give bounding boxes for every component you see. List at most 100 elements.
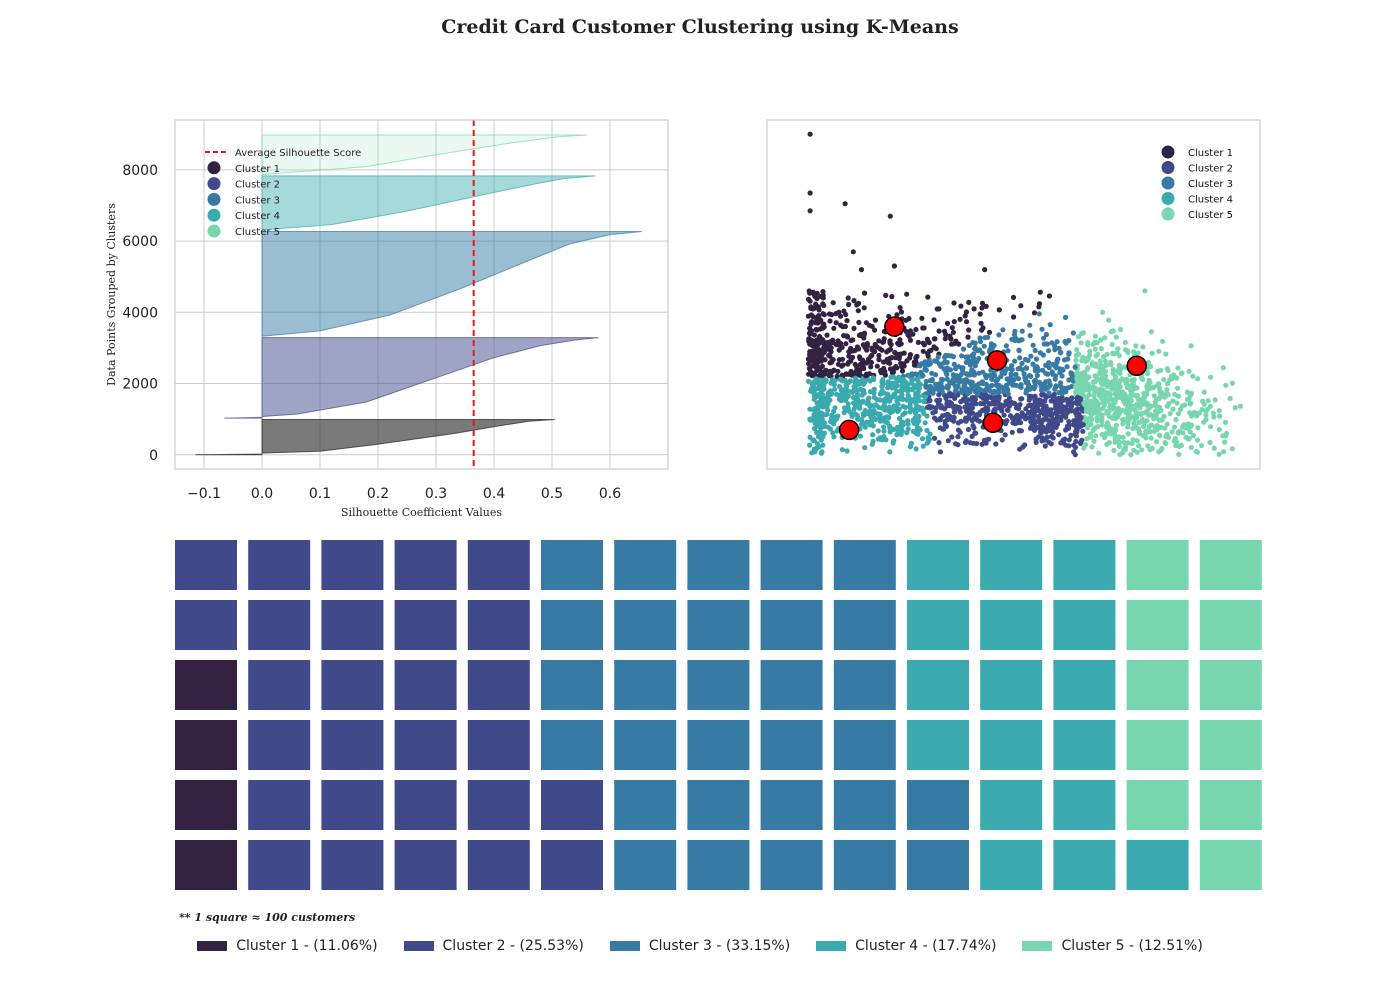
waffle-square (833, 600, 896, 650)
scatter-point (1053, 418, 1059, 424)
scatter-point (812, 320, 819, 326)
scatter-point (881, 365, 887, 372)
scatter-point (899, 385, 905, 391)
scatter-point (1124, 348, 1130, 354)
scatter-point (876, 338, 882, 344)
scatter-point (889, 408, 896, 415)
scatter-point (867, 402, 873, 408)
scatter-point (924, 427, 930, 433)
scatter-point (911, 407, 917, 413)
scatter-point (1108, 382, 1115, 388)
scatter-point (1188, 422, 1194, 428)
scatter-point (1132, 393, 1138, 399)
waffle-square (1126, 780, 1189, 830)
waffle-square (248, 540, 311, 590)
scatter-point (846, 379, 852, 386)
scatter-point (1012, 358, 1018, 364)
scatter-point (816, 314, 822, 320)
scatter-point (891, 438, 897, 444)
waffle-square (321, 660, 384, 710)
scatter-point (1160, 338, 1166, 344)
scatter-point (1190, 373, 1196, 379)
scatter-point (1074, 406, 1080, 413)
scatter-point (1074, 371, 1080, 377)
scatter-point (1143, 428, 1149, 434)
scatter-point (1032, 425, 1038, 431)
waffle-square (541, 780, 603, 830)
scatter-point (1144, 384, 1150, 390)
scatter-point (876, 404, 882, 410)
scatter-point (934, 397, 940, 404)
scatter-point (1039, 326, 1045, 332)
scatter-point (896, 342, 902, 348)
scatter-point (1131, 424, 1138, 430)
scatter-point (1026, 409, 1032, 415)
scatter-point (1164, 431, 1170, 437)
scatter-point (1211, 445, 1217, 451)
scatter-point (933, 405, 939, 411)
scatter-point (884, 356, 890, 362)
scatter-point (1078, 439, 1084, 445)
scatter-point (1175, 411, 1181, 417)
scatter-point (972, 363, 979, 369)
scatter-point (965, 334, 971, 340)
scatter-point (1223, 382, 1229, 388)
scatter-point (1068, 432, 1074, 438)
scatter-point (856, 346, 862, 352)
scatter-point (1084, 366, 1091, 372)
scatter-point (904, 430, 910, 436)
scatter-point (914, 415, 921, 421)
scatter-point (1099, 415, 1105, 422)
scatter-point (955, 420, 962, 426)
waffle-square (541, 840, 603, 890)
scatter-point (811, 332, 818, 338)
scatter-point (872, 317, 879, 323)
scatter-point (1108, 396, 1114, 402)
scatter-point (871, 411, 877, 417)
scatter-point (885, 381, 891, 387)
scatter-point (914, 427, 921, 433)
scatter-point (938, 403, 944, 409)
scatter-point (1059, 373, 1065, 379)
scatter-point (1113, 437, 1119, 443)
scatter-point (814, 405, 820, 411)
scatter-point (880, 339, 887, 345)
scatter-point (1071, 449, 1077, 455)
scatter-point (877, 418, 884, 424)
scatter-point (1068, 396, 1074, 402)
scatter-point (1163, 351, 1169, 357)
scatter-point (1169, 429, 1175, 435)
scatter-point (1092, 379, 1098, 385)
scatter-point (1030, 342, 1036, 348)
scatter-point (1130, 384, 1136, 390)
x-tick-label: 0.3 (425, 486, 447, 502)
scatter-point (1002, 432, 1008, 438)
waffle-square (1053, 720, 1116, 770)
scatter-point (1078, 340, 1084, 346)
centroid-marker (986, 350, 1008, 371)
scatter-point (895, 396, 901, 402)
scatter-point (846, 353, 852, 359)
scatter-point (907, 399, 913, 406)
waffle-square (1199, 540, 1262, 590)
waffle-square (1199, 720, 1262, 770)
silhouette-area-4 (261, 175, 596, 231)
scatter-point (839, 356, 846, 362)
scatter-point (1145, 443, 1151, 449)
scatter-point (1083, 442, 1089, 448)
scatter-point (922, 420, 928, 426)
scatter-point (869, 323, 875, 329)
scatter-point (807, 208, 813, 214)
scatter-point (833, 311, 839, 317)
scatter-point (1104, 351, 1110, 357)
scatter-point (943, 394, 950, 400)
scatter-point (1220, 433, 1226, 439)
scatter-point (1077, 416, 1083, 423)
scatter-point (829, 412, 835, 418)
scatter-point (1210, 410, 1216, 416)
scatter-point (894, 388, 900, 394)
scatter-point (906, 386, 912, 392)
waffle-square (833, 780, 896, 830)
scatter-point (1172, 436, 1178, 442)
scatter-point (932, 415, 938, 421)
